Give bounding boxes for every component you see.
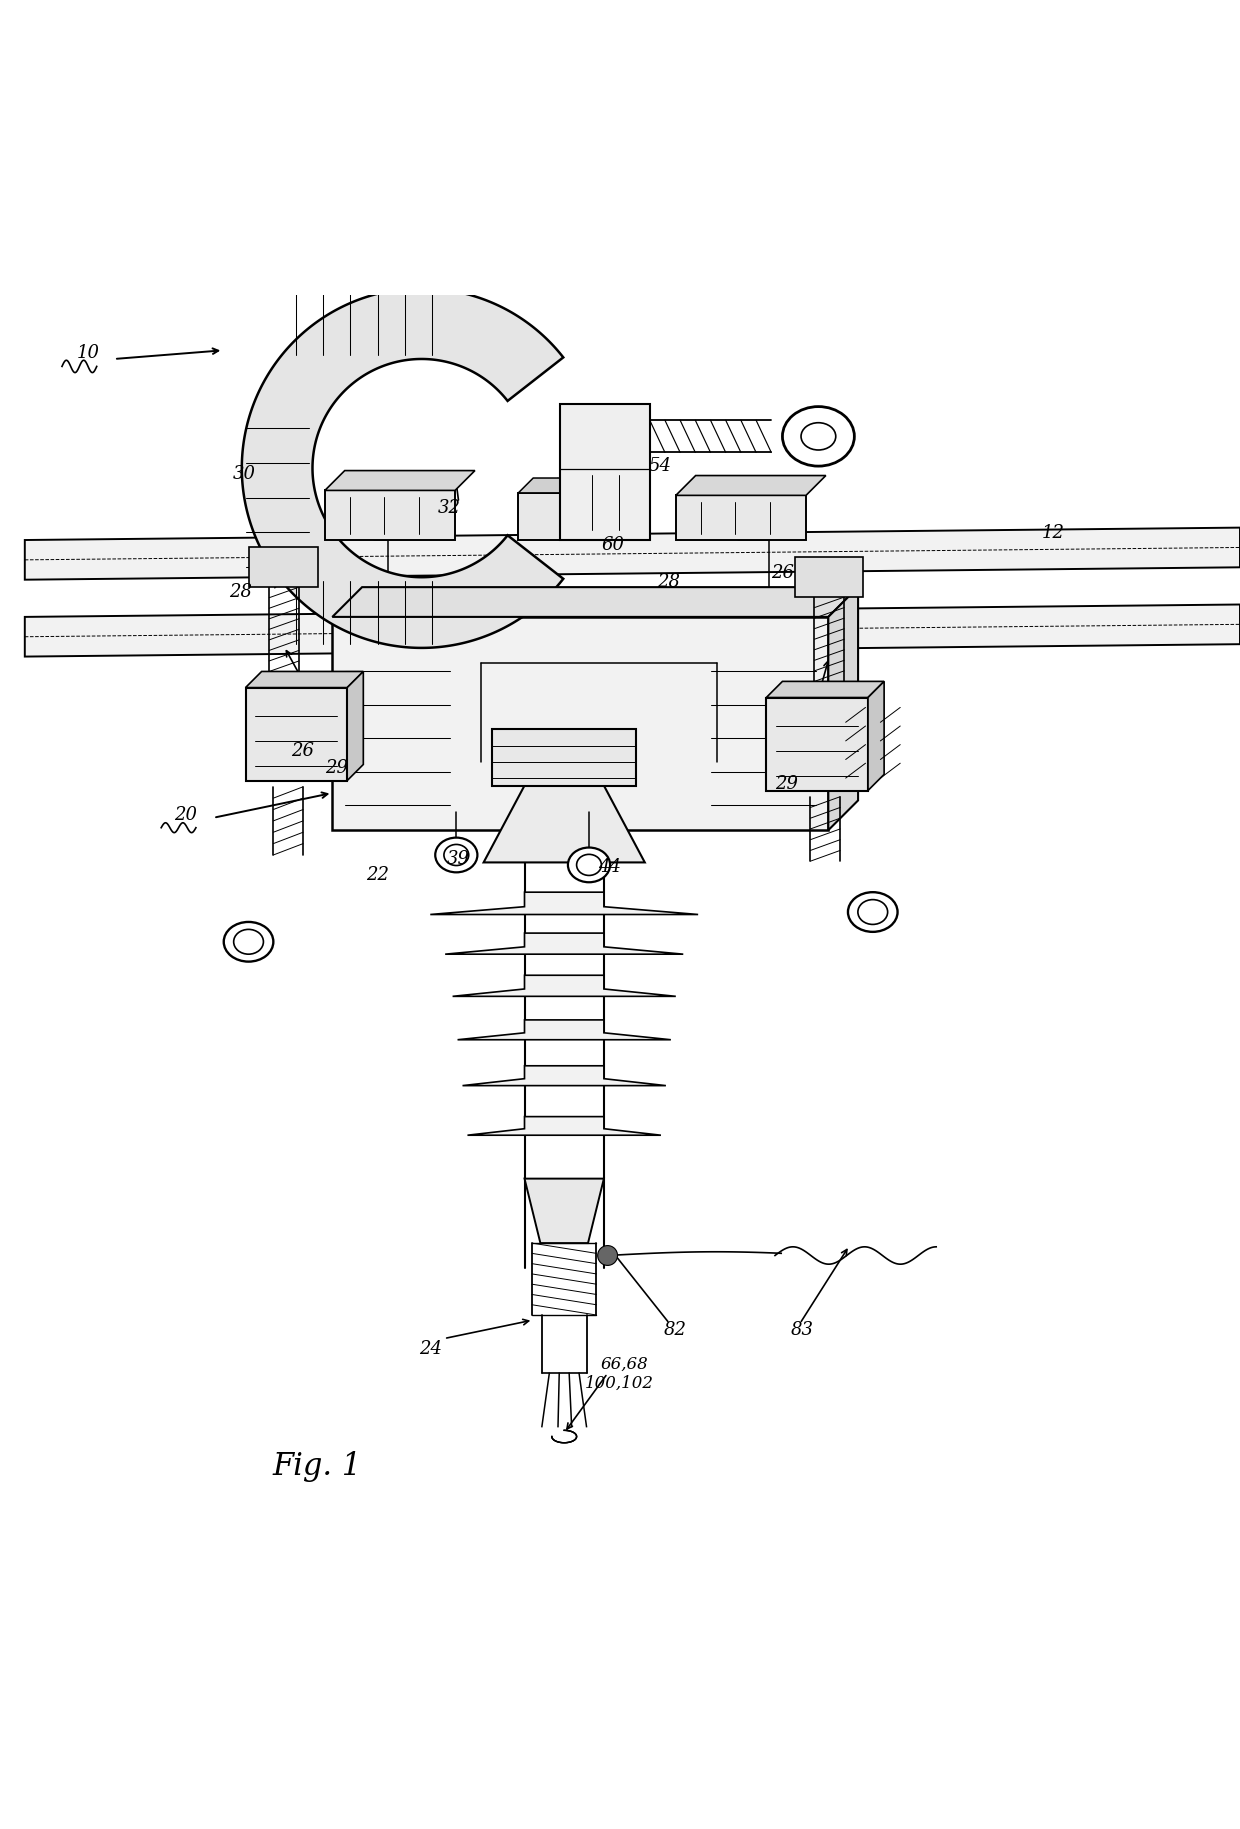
Bar [560,404,650,540]
Ellipse shape [568,847,610,882]
Polygon shape [484,785,645,863]
Polygon shape [525,1178,604,1244]
Polygon shape [463,1066,666,1086]
Polygon shape [242,289,563,647]
Bar [518,492,590,540]
Text: 29: 29 [775,775,799,794]
Ellipse shape [223,922,273,962]
Bar [795,558,863,596]
Text: 26: 26 [291,743,315,759]
Polygon shape [325,470,475,490]
Polygon shape [445,933,683,955]
Bar [766,697,868,790]
Polygon shape [25,605,1240,657]
Polygon shape [458,1021,671,1039]
Polygon shape [332,587,858,616]
Text: 20: 20 [174,807,197,825]
Text: Fig. 1: Fig. 1 [273,1450,362,1481]
Text: 100,102: 100,102 [585,1375,655,1392]
Text: 30: 30 [233,465,257,483]
Polygon shape [492,728,636,785]
Text: 83: 83 [791,1321,815,1339]
Polygon shape [467,1118,661,1136]
Polygon shape [453,975,676,997]
Text: 28: 28 [229,583,253,602]
Ellipse shape [435,838,477,872]
Text: 28: 28 [657,572,681,591]
Polygon shape [676,476,826,496]
Text: 66,68: 66,68 [600,1355,649,1374]
Polygon shape [518,477,605,492]
Bar [246,688,347,781]
Bar [249,547,317,587]
Ellipse shape [782,406,854,466]
Polygon shape [25,527,1240,580]
Text: 12: 12 [1042,523,1065,541]
Text: 54: 54 [649,457,672,474]
Polygon shape [766,682,884,697]
Text: 29: 29 [325,759,348,777]
Text: 24: 24 [419,1339,443,1357]
Text: 44: 44 [598,858,621,876]
Text: 32: 32 [438,499,461,518]
Text: 22: 22 [366,865,389,883]
Bar [676,496,806,540]
Polygon shape [347,671,363,781]
Polygon shape [430,893,698,914]
Circle shape [598,1246,618,1266]
Text: 39: 39 [446,850,470,867]
Polygon shape [828,587,858,830]
Polygon shape [868,682,884,790]
Bar [332,616,828,830]
Text: 60: 60 [601,536,625,554]
Ellipse shape [848,893,898,931]
Text: 10: 10 [77,344,100,362]
Polygon shape [246,671,363,688]
Bar [325,490,455,540]
Text: 26: 26 [771,565,795,582]
Text: 82: 82 [663,1321,687,1339]
